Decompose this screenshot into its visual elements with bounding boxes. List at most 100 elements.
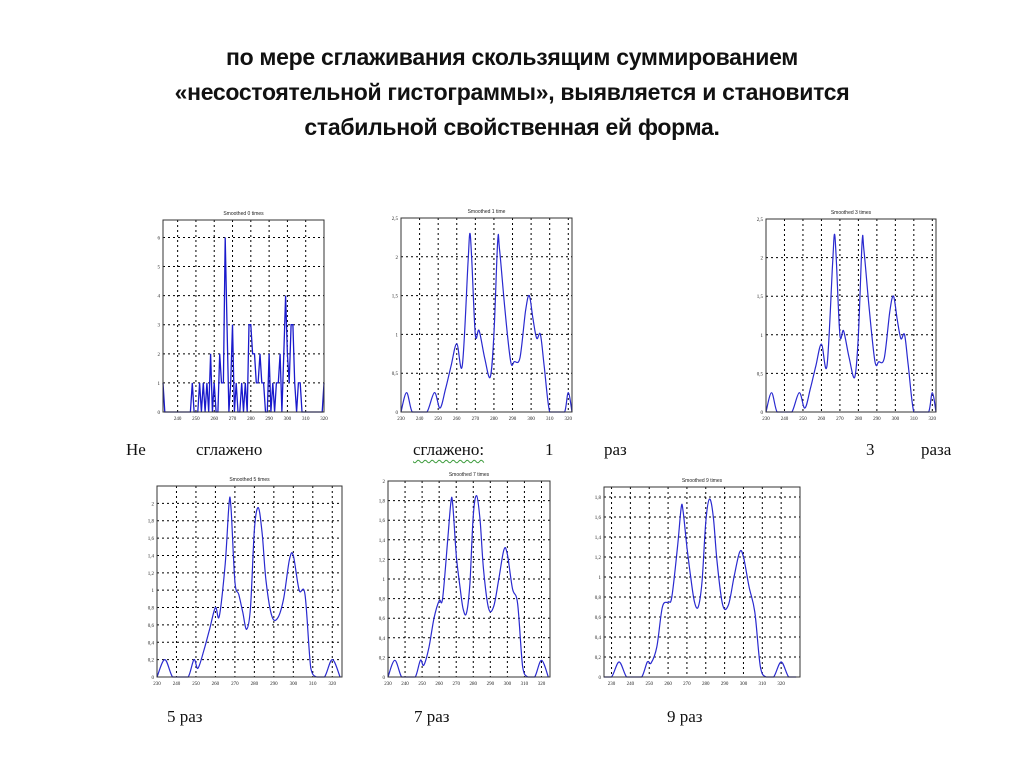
svg-text:1: 1 bbox=[158, 382, 161, 387]
svg-text:240: 240 bbox=[174, 417, 182, 422]
svg-text:1,2: 1,2 bbox=[595, 556, 602, 561]
svg-text:240: 240 bbox=[627, 682, 635, 687]
svg-text:310: 310 bbox=[546, 417, 554, 422]
svg-text:0,8: 0,8 bbox=[595, 596, 602, 601]
svg-text:230: 230 bbox=[384, 682, 392, 687]
svg-text:0,4: 0,4 bbox=[595, 636, 602, 641]
svg-text:0,2: 0,2 bbox=[595, 656, 602, 661]
svg-text:1: 1 bbox=[383, 578, 386, 583]
svg-text:310: 310 bbox=[910, 417, 918, 422]
caption-five: 5 раз bbox=[167, 707, 203, 726]
svg-text:260: 260 bbox=[212, 682, 220, 687]
svg-text:0,5: 0,5 bbox=[392, 372, 399, 377]
svg-text:300: 300 bbox=[740, 682, 748, 687]
svg-text:0: 0 bbox=[761, 411, 764, 416]
svg-text:250: 250 bbox=[645, 682, 653, 687]
caption-raz: раз bbox=[604, 440, 627, 459]
svg-text:230: 230 bbox=[762, 417, 770, 422]
svg-text:290: 290 bbox=[270, 682, 278, 687]
svg-text:260: 260 bbox=[210, 417, 218, 422]
caption-ne-smoothed: сглажено bbox=[196, 440, 263, 459]
svg-text:300: 300 bbox=[284, 417, 292, 422]
svg-text:250: 250 bbox=[799, 417, 807, 422]
svg-text:0,2: 0,2 bbox=[148, 659, 155, 664]
svg-text:290: 290 bbox=[873, 417, 881, 422]
svg-text:1,5: 1,5 bbox=[392, 295, 399, 300]
svg-text:260: 260 bbox=[664, 682, 672, 687]
svg-text:280: 280 bbox=[251, 682, 259, 687]
svg-text:310: 310 bbox=[309, 682, 317, 687]
svg-text:0: 0 bbox=[158, 411, 161, 416]
svg-text:6: 6 bbox=[158, 236, 161, 241]
svg-text:2: 2 bbox=[761, 257, 764, 262]
caption-raza: раза bbox=[921, 440, 952, 459]
svg-text:1,8: 1,8 bbox=[595, 496, 602, 501]
svg-text:3: 3 bbox=[158, 324, 161, 329]
svg-text:280: 280 bbox=[490, 417, 498, 422]
svg-text:1,2: 1,2 bbox=[148, 572, 155, 577]
svg-text:1,6: 1,6 bbox=[148, 537, 155, 542]
svg-text:320: 320 bbox=[320, 417, 328, 422]
svg-text:280: 280 bbox=[247, 417, 255, 422]
svg-text:1,8: 1,8 bbox=[148, 520, 155, 525]
svg-text:1,5: 1,5 bbox=[757, 295, 764, 300]
caption-ne: Не bbox=[126, 440, 146, 459]
svg-text:270: 270 bbox=[472, 417, 480, 422]
svg-text:300: 300 bbox=[892, 417, 900, 422]
svg-text:300: 300 bbox=[504, 682, 512, 687]
svg-text:1,6: 1,6 bbox=[595, 516, 602, 521]
svg-text:2: 2 bbox=[152, 502, 155, 507]
svg-text:0,6: 0,6 bbox=[595, 616, 602, 621]
svg-text:270: 270 bbox=[229, 417, 237, 422]
svg-text:290: 290 bbox=[487, 682, 495, 687]
chart-smoothed-5: Smoothed 5 times 230 240 250 260 270 280 290 300… bbox=[137, 472, 352, 696]
chart-smoothed-3: Smoothed 3 times 230 240 250 260 270 280 290 300… bbox=[746, 205, 946, 431]
svg-text:0: 0 bbox=[383, 676, 386, 681]
svg-text:230: 230 bbox=[397, 417, 405, 422]
svg-text:260: 260 bbox=[453, 417, 461, 422]
svg-text:1,2: 1,2 bbox=[379, 558, 386, 563]
svg-text:1: 1 bbox=[152, 589, 155, 594]
chart-smoothed-1: Smoothed 1 time 230 240 250 260 270 280 290 300 3… bbox=[381, 204, 582, 431]
svg-text:2,5: 2,5 bbox=[757, 218, 764, 223]
chart-smoothed-0: Smoothed 0 times 240 250 260 270 280 290 300 310… bbox=[143, 206, 334, 431]
svg-text:240: 240 bbox=[401, 682, 409, 687]
svg-text:0: 0 bbox=[396, 411, 399, 416]
svg-text:290: 290 bbox=[509, 417, 517, 422]
chart-smoothed-7: Smoothed 7 times 230 240 250 260 270 280 290 300… bbox=[368, 467, 560, 696]
svg-text:300: 300 bbox=[290, 682, 298, 687]
svg-text:320: 320 bbox=[929, 417, 937, 422]
svg-text:270: 270 bbox=[683, 682, 691, 687]
svg-text:320: 320 bbox=[538, 682, 546, 687]
svg-text:0,4: 0,4 bbox=[148, 641, 155, 646]
svg-text:1,8: 1,8 bbox=[379, 500, 386, 505]
chart-title: Smoothed 3 times bbox=[831, 210, 872, 216]
svg-text:0,6: 0,6 bbox=[148, 624, 155, 629]
svg-text:1,4: 1,4 bbox=[379, 539, 386, 544]
svg-text:230: 230 bbox=[153, 682, 161, 687]
svg-text:250: 250 bbox=[192, 682, 200, 687]
svg-text:1: 1 bbox=[599, 576, 602, 581]
chart-title: Smoothed 1 time bbox=[468, 209, 506, 215]
svg-text:4: 4 bbox=[158, 295, 161, 300]
svg-text:300: 300 bbox=[527, 417, 535, 422]
svg-text:2: 2 bbox=[396, 256, 399, 261]
svg-text:0,5: 0,5 bbox=[757, 372, 764, 377]
svg-text:270: 270 bbox=[231, 682, 239, 687]
caption-smoothed: сглажено: bbox=[413, 440, 485, 459]
svg-text:320: 320 bbox=[565, 417, 573, 422]
svg-text:1,6: 1,6 bbox=[379, 519, 386, 524]
svg-text:320: 320 bbox=[777, 682, 785, 687]
svg-text:240: 240 bbox=[781, 417, 789, 422]
svg-text:270: 270 bbox=[452, 682, 460, 687]
svg-text:310: 310 bbox=[521, 682, 529, 687]
svg-text:1: 1 bbox=[761, 334, 764, 339]
caption-one: 1 bbox=[545, 440, 554, 459]
svg-text:280: 280 bbox=[702, 682, 710, 687]
svg-text:250: 250 bbox=[434, 417, 442, 422]
svg-text:260: 260 bbox=[435, 682, 443, 687]
svg-text:2,5: 2,5 bbox=[392, 217, 399, 222]
chart-title: Smoothed 7 times bbox=[449, 472, 490, 478]
title-line-3: стабильной свойственная ей форма. bbox=[304, 114, 720, 140]
svg-text:230: 230 bbox=[608, 682, 616, 687]
